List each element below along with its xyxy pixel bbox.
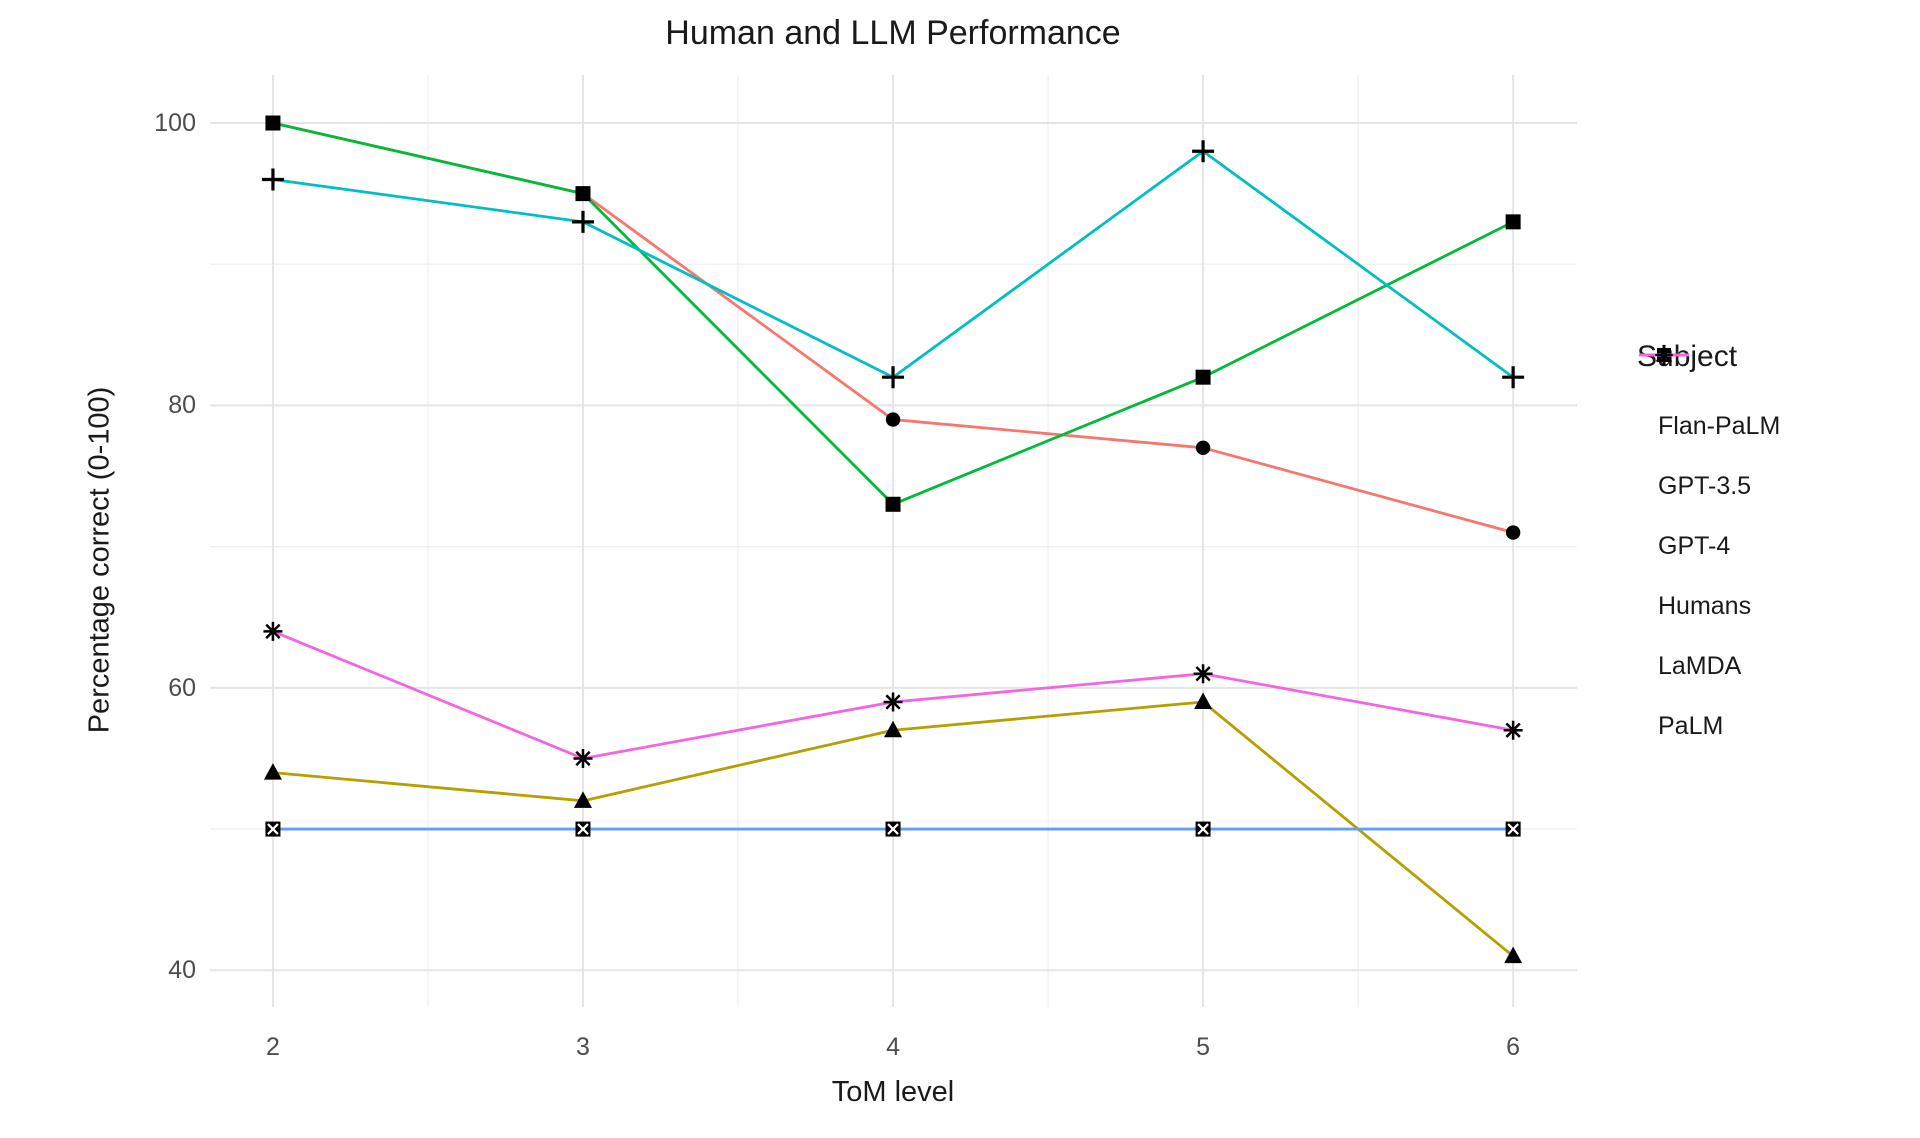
x-axis-title: ToM level — [831, 1076, 955, 1108]
marker-asterisk — [1193, 664, 1213, 684]
marker-asterisk — [263, 621, 283, 641]
marker-circle — [1505, 525, 1521, 540]
marker-asterisk — [1655, 346, 1673, 364]
marker-triangle — [884, 720, 903, 738]
marker-square — [885, 496, 901, 512]
marker-square-cross-x — [267, 823, 279, 835]
legend-item-humans: Humans — [1637, 344, 1907, 636]
legend-key-asterisk-icon — [1639, 346, 1689, 364]
y-tick-label: 80 — [168, 391, 196, 420]
marker-plus — [1502, 366, 1525, 389]
marker-square — [575, 186, 591, 202]
legend-label: Flan-PaLM — [1658, 411, 1781, 440]
x-tick-label: 5 — [1196, 1033, 1211, 1061]
marker-square-cross-x — [577, 823, 589, 835]
x-tick-label: 3 — [576, 1033, 590, 1061]
x-tick-label: 4 — [886, 1033, 900, 1061]
marker-asterisk — [1503, 720, 1523, 740]
marker-plus — [882, 366, 905, 389]
marker-square — [265, 115, 281, 131]
chart-title: Human and LLM Performance — [665, 14, 1121, 52]
marker-triangle — [573, 791, 592, 808]
legend-label: GPT-4 — [1658, 531, 1731, 560]
legend-item-gpt-4: GPT-4 — [1637, 348, 1907, 576]
legend-label: Humans — [1658, 591, 1752, 620]
legend-item-flan-palm: Flan-PaLM — [1637, 348, 1907, 456]
marker-circle — [1195, 440, 1211, 455]
y-tick-label: 100 — [154, 109, 196, 137]
marker-plus — [1192, 140, 1215, 163]
x-tick-label: 6 — [1506, 1033, 1521, 1061]
y-tick-label: 60 — [168, 673, 196, 702]
marker-triangle — [263, 763, 282, 780]
legend-label: LaMDA — [1658, 651, 1742, 680]
y-tick-label: 40 — [168, 956, 196, 985]
marker-asterisk — [573, 748, 593, 768]
legend: Subject Flan-PaLM GPT-3.5 GPT-4 Humans LaMDA… — [1637, 340, 1907, 756]
marker-triangle — [1504, 946, 1523, 964]
marker-square — [1505, 214, 1521, 230]
legend-item-lamda: LaMDA — [1637, 348, 1907, 696]
marker-square — [1195, 369, 1211, 385]
marker-square-cross-x — [887, 823, 899, 835]
legend-label: GPT-3.5 — [1658, 471, 1752, 500]
x-tick-label: 2 — [265, 1033, 280, 1061]
marker-triangle — [1194, 692, 1213, 709]
marker-circle — [885, 412, 901, 427]
legend-label: PaLM — [1658, 711, 1724, 740]
marker-square-cross-x — [1507, 823, 1519, 835]
legend-items: Flan-PaLM GPT-3.5 GPT-4 Humans LaMDA PaLM — [1637, 344, 1907, 756]
legend-item-palm: PaLM — [1637, 346, 1907, 756]
legend-item-gpt-3-5: GPT-3.5 — [1637, 346, 1907, 516]
marker-asterisk — [883, 692, 903, 712]
marker-plus — [261, 168, 284, 191]
marker-plus — [571, 210, 594, 233]
marker-square-cross-x — [1197, 823, 1209, 835]
